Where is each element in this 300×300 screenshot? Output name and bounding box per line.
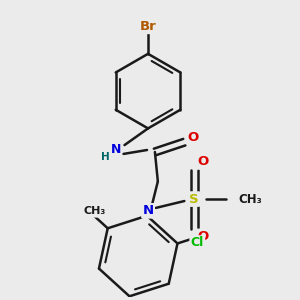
Text: CH₃: CH₃ bbox=[238, 193, 262, 206]
Text: O: O bbox=[197, 230, 208, 243]
Text: Cl: Cl bbox=[190, 236, 204, 250]
Text: H: H bbox=[101, 152, 110, 162]
Text: S: S bbox=[189, 193, 199, 206]
Text: Br: Br bbox=[140, 20, 156, 33]
Text: O: O bbox=[188, 131, 199, 144]
Text: O: O bbox=[197, 155, 208, 168]
Text: N: N bbox=[110, 143, 121, 157]
Text: CH₃: CH₃ bbox=[83, 206, 106, 217]
Text: N: N bbox=[142, 204, 154, 218]
